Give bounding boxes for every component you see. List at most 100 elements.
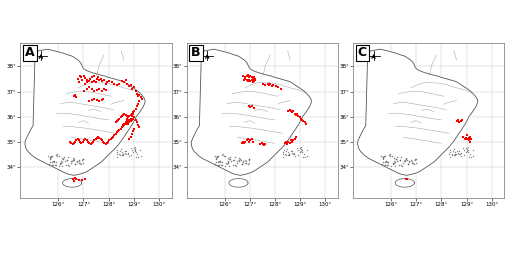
Point: [133, 120, 141, 124]
Point: [117, 115, 125, 119]
Point: [218, 160, 226, 164]
Text: C: C: [358, 46, 367, 59]
Point: [281, 152, 289, 156]
Point: [122, 77, 130, 82]
Point: [90, 89, 98, 93]
Point: [127, 153, 136, 157]
Point: [135, 125, 143, 130]
Point: [388, 154, 396, 158]
Point: [113, 148, 121, 152]
Point: [216, 160, 224, 164]
Point: [125, 118, 134, 122]
Point: [89, 139, 97, 144]
Point: [49, 159, 57, 163]
Point: [282, 153, 290, 157]
Point: [259, 142, 267, 146]
Point: [82, 138, 91, 142]
Point: [379, 155, 387, 159]
Point: [301, 155, 309, 159]
Point: [249, 80, 257, 84]
Point: [457, 151, 465, 155]
Point: [454, 118, 462, 122]
Point: [135, 99, 143, 103]
Point: [79, 157, 87, 161]
Point: [455, 152, 463, 156]
Point: [450, 147, 458, 151]
Point: [137, 95, 145, 99]
Point: [68, 159, 76, 163]
Point: [122, 122, 130, 126]
Point: [245, 157, 253, 161]
Point: [47, 155, 55, 159]
Point: [218, 153, 226, 157]
Point: [379, 157, 387, 161]
Polygon shape: [62, 179, 82, 187]
Point: [407, 158, 415, 162]
Point: [244, 137, 252, 141]
Point: [276, 87, 285, 91]
Point: [280, 150, 288, 154]
Point: [110, 82, 118, 86]
Point: [463, 149, 472, 153]
Point: [126, 146, 135, 150]
Point: [58, 160, 66, 164]
Point: [212, 157, 221, 161]
Point: [113, 83, 121, 87]
Point: [114, 118, 122, 122]
Point: [449, 149, 457, 153]
Point: [97, 89, 105, 93]
Point: [295, 115, 304, 119]
Point: [250, 75, 259, 79]
Point: [447, 152, 456, 156]
Point: [248, 77, 256, 82]
Point: [251, 77, 260, 82]
Point: [229, 157, 238, 162]
Point: [76, 139, 84, 144]
Point: [460, 148, 468, 152]
Point: [296, 146, 304, 150]
Point: [114, 130, 122, 134]
Point: [73, 159, 81, 163]
Point: [230, 155, 239, 159]
Point: [123, 152, 132, 156]
Point: [284, 109, 292, 113]
Point: [377, 154, 385, 158]
Point: [233, 159, 241, 163]
Point: [120, 122, 129, 126]
Point: [249, 139, 257, 144]
Point: [280, 148, 288, 152]
Point: [462, 146, 470, 150]
Point: [402, 177, 411, 181]
Point: [385, 160, 393, 164]
Point: [115, 82, 123, 86]
Point: [462, 135, 470, 139]
Point: [100, 87, 108, 91]
Point: [283, 142, 291, 146]
Point: [130, 115, 138, 119]
Point: [225, 164, 233, 168]
Point: [409, 161, 417, 165]
Point: [132, 118, 140, 122]
Point: [129, 117, 137, 121]
Point: [80, 138, 88, 142]
Point: [283, 147, 291, 151]
Point: [214, 163, 222, 167]
Point: [113, 150, 121, 154]
Point: [71, 139, 79, 144]
Point: [245, 75, 253, 79]
Point: [87, 142, 95, 146]
Point: [393, 159, 401, 163]
Point: [134, 102, 142, 106]
Point: [105, 79, 113, 83]
Point: [266, 82, 274, 86]
Polygon shape: [25, 49, 145, 175]
Point: [214, 154, 222, 158]
Point: [464, 150, 473, 154]
Point: [121, 149, 129, 153]
Point: [72, 138, 80, 142]
Point: [50, 160, 58, 164]
Point: [225, 157, 233, 161]
Point: [296, 117, 305, 121]
Point: [131, 147, 139, 151]
Point: [125, 120, 134, 124]
